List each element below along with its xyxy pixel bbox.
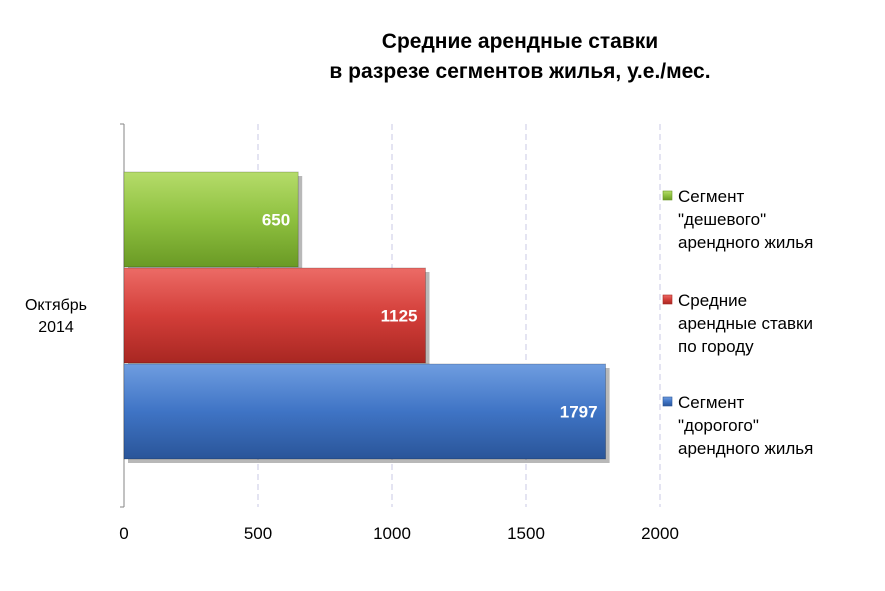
data-label-average: 1125 <box>381 307 418 326</box>
legend-label-expensive-line-1: Сегмент <box>678 393 744 412</box>
legend-label-average-line-1: Средние <box>678 291 747 310</box>
legend: Сегмент "дешевого" арендного жилья Средн… <box>662 187 813 458</box>
data-label-expensive: 1797 <box>560 403 598 422</box>
x-tick-label-1500: 1500 <box>507 524 545 543</box>
x-tick-label-2000: 2000 <box>641 524 679 543</box>
legend-label-expensive-line-2: "дорогого" <box>678 416 759 435</box>
bars <box>123 171 610 463</box>
legend-label-cheap-line-2: "дешевого" <box>678 210 766 229</box>
legend-item-average: Средние арендные ставки по городу <box>662 291 813 356</box>
chart-title: Средние арендные ставки в разрезе сегмен… <box>329 30 710 83</box>
chart-title-line-2: в разрезе сегментов жилья, у.е./мес. <box>329 60 710 83</box>
x-tick-label-1000: 1000 <box>373 524 411 543</box>
bar-cheap <box>123 171 299 268</box>
x-tick-label-0: 0 <box>119 524 128 543</box>
chart-title-line-1: Средние арендные ставки <box>382 30 658 53</box>
legend-swatch-expensive <box>662 396 673 407</box>
legend-label-average-line-2: арендные ставки <box>678 314 813 333</box>
legend-item-cheap: Сегмент "дешевого" арендного жилья <box>662 187 813 252</box>
legend-label-average-line-3: по городу <box>678 337 754 356</box>
bar-expensive <box>123 363 606 460</box>
category-label-line-2: 2014 <box>38 319 74 336</box>
data-label-cheap: 650 <box>262 211 290 230</box>
data-labels: 650 1125 1797 <box>262 211 598 422</box>
legend-swatch-cheap <box>662 190 673 201</box>
category-label: Октябрь 2014 <box>25 297 87 336</box>
legend-swatch-average <box>662 294 673 305</box>
legend-label-cheap-line-1: Сегмент <box>678 187 744 206</box>
bar-average <box>123 267 426 364</box>
legend-label-expensive-line-3: арендного жилья <box>678 439 813 458</box>
legend-item-expensive: Сегмент "дорогого" арендного жилья <box>662 393 813 458</box>
x-tick-label-500: 500 <box>244 524 272 543</box>
category-label-line-1: Октябрь <box>25 297 87 314</box>
legend-label-cheap-line-3: арендного жилья <box>678 233 813 252</box>
